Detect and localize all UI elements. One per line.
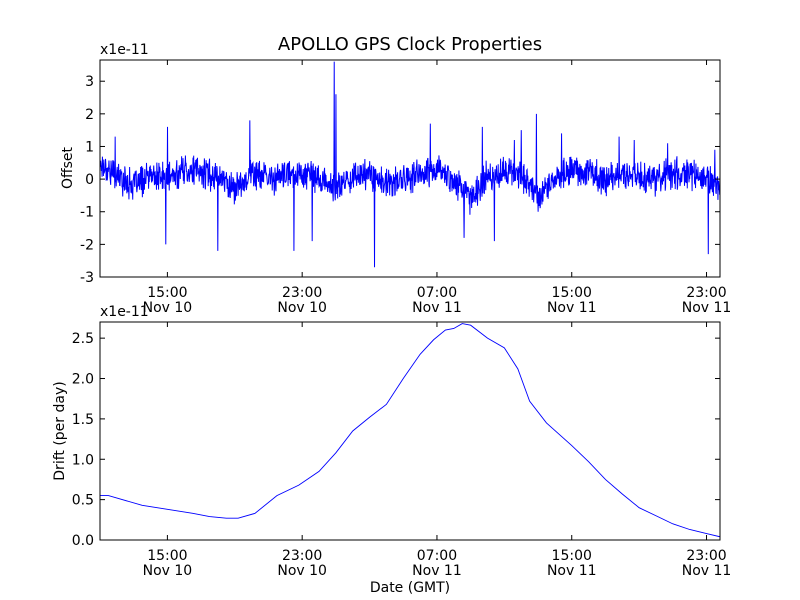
drift-ytick-label: 2.0 bbox=[72, 372, 94, 388]
offset-ytick-label: -3 bbox=[80, 270, 94, 286]
drift-xtick-date: Nov 10 bbox=[143, 563, 193, 579]
drift-y-ticks: 0.0 0.5 1.0 1.5 2.0 2.5 bbox=[72, 331, 720, 549]
drift-ytick-label: 0.5 bbox=[72, 493, 94, 509]
offset-ytick-label: 3 bbox=[85, 74, 94, 90]
offset-ytick-label: -2 bbox=[80, 237, 94, 253]
chart-title: APOLLO GPS Clock Properties bbox=[278, 34, 542, 55]
offset-ytick-label: -1 bbox=[80, 205, 94, 221]
offset-xtick-time: 23:00 bbox=[282, 285, 322, 301]
drift-ytick-label: 2.5 bbox=[72, 331, 94, 347]
offset-xtick-date: Nov 11 bbox=[547, 300, 597, 316]
offset-xtick-time: 23:00 bbox=[686, 285, 726, 301]
drift-xtick-date: Nov 11 bbox=[547, 563, 597, 579]
drift-xtick-date: Nov 11 bbox=[412, 563, 462, 579]
offset-xtick-date: Nov 11 bbox=[412, 300, 462, 316]
drift-xtick-time: 07:00 bbox=[417, 548, 457, 564]
drift-xtick-time: 23:00 bbox=[686, 548, 726, 564]
drift-xtick-date: Nov 11 bbox=[682, 563, 732, 579]
offset-xtick-time: 07:00 bbox=[417, 285, 457, 301]
offset-ytick-label: 1 bbox=[85, 139, 94, 155]
drift-series-path bbox=[100, 323, 720, 538]
drift-xtick-date: Nov 10 bbox=[277, 563, 327, 579]
offset-ytick-label: 2 bbox=[85, 107, 94, 123]
drift-xtick-time: 23:00 bbox=[282, 548, 322, 564]
offset-xtick-date: Nov 11 bbox=[682, 300, 732, 316]
offset-series-path bbox=[100, 61, 720, 268]
offset-scale-label: x1e-11 bbox=[100, 42, 149, 58]
drift-scale-label: x1e-11 bbox=[100, 304, 149, 320]
offset-axes-frame bbox=[99, 59, 721, 278]
drift-xtick-time: 15:00 bbox=[147, 548, 187, 564]
offset-xtick-date: Nov 10 bbox=[277, 300, 327, 316]
drift-series-line bbox=[100, 323, 720, 538]
offset-ylabel: Offset bbox=[60, 146, 76, 189]
offset-xtick-time: 15:00 bbox=[552, 285, 592, 301]
offset-y-ticks: -3 -2 -1 0 1 2 3 bbox=[80, 74, 720, 286]
drift-xtick-time: 15:00 bbox=[552, 548, 592, 564]
drift-axes-frame bbox=[99, 321, 721, 541]
offset-series-line bbox=[100, 61, 720, 268]
drift-ytick-label: 1.0 bbox=[72, 452, 94, 468]
drift-ytick-label: 1.5 bbox=[72, 412, 94, 428]
offset-ytick-label: 0 bbox=[85, 172, 94, 188]
offset-xtick-time: 15:00 bbox=[147, 285, 187, 301]
offset-xtick-date: Nov 10 bbox=[143, 300, 193, 316]
drift-xlabel: Date (GMT) bbox=[370, 580, 450, 596]
drift-ytick-label: 0.0 bbox=[72, 533, 94, 549]
drift-ylabel: Drift (per day) bbox=[52, 381, 68, 480]
